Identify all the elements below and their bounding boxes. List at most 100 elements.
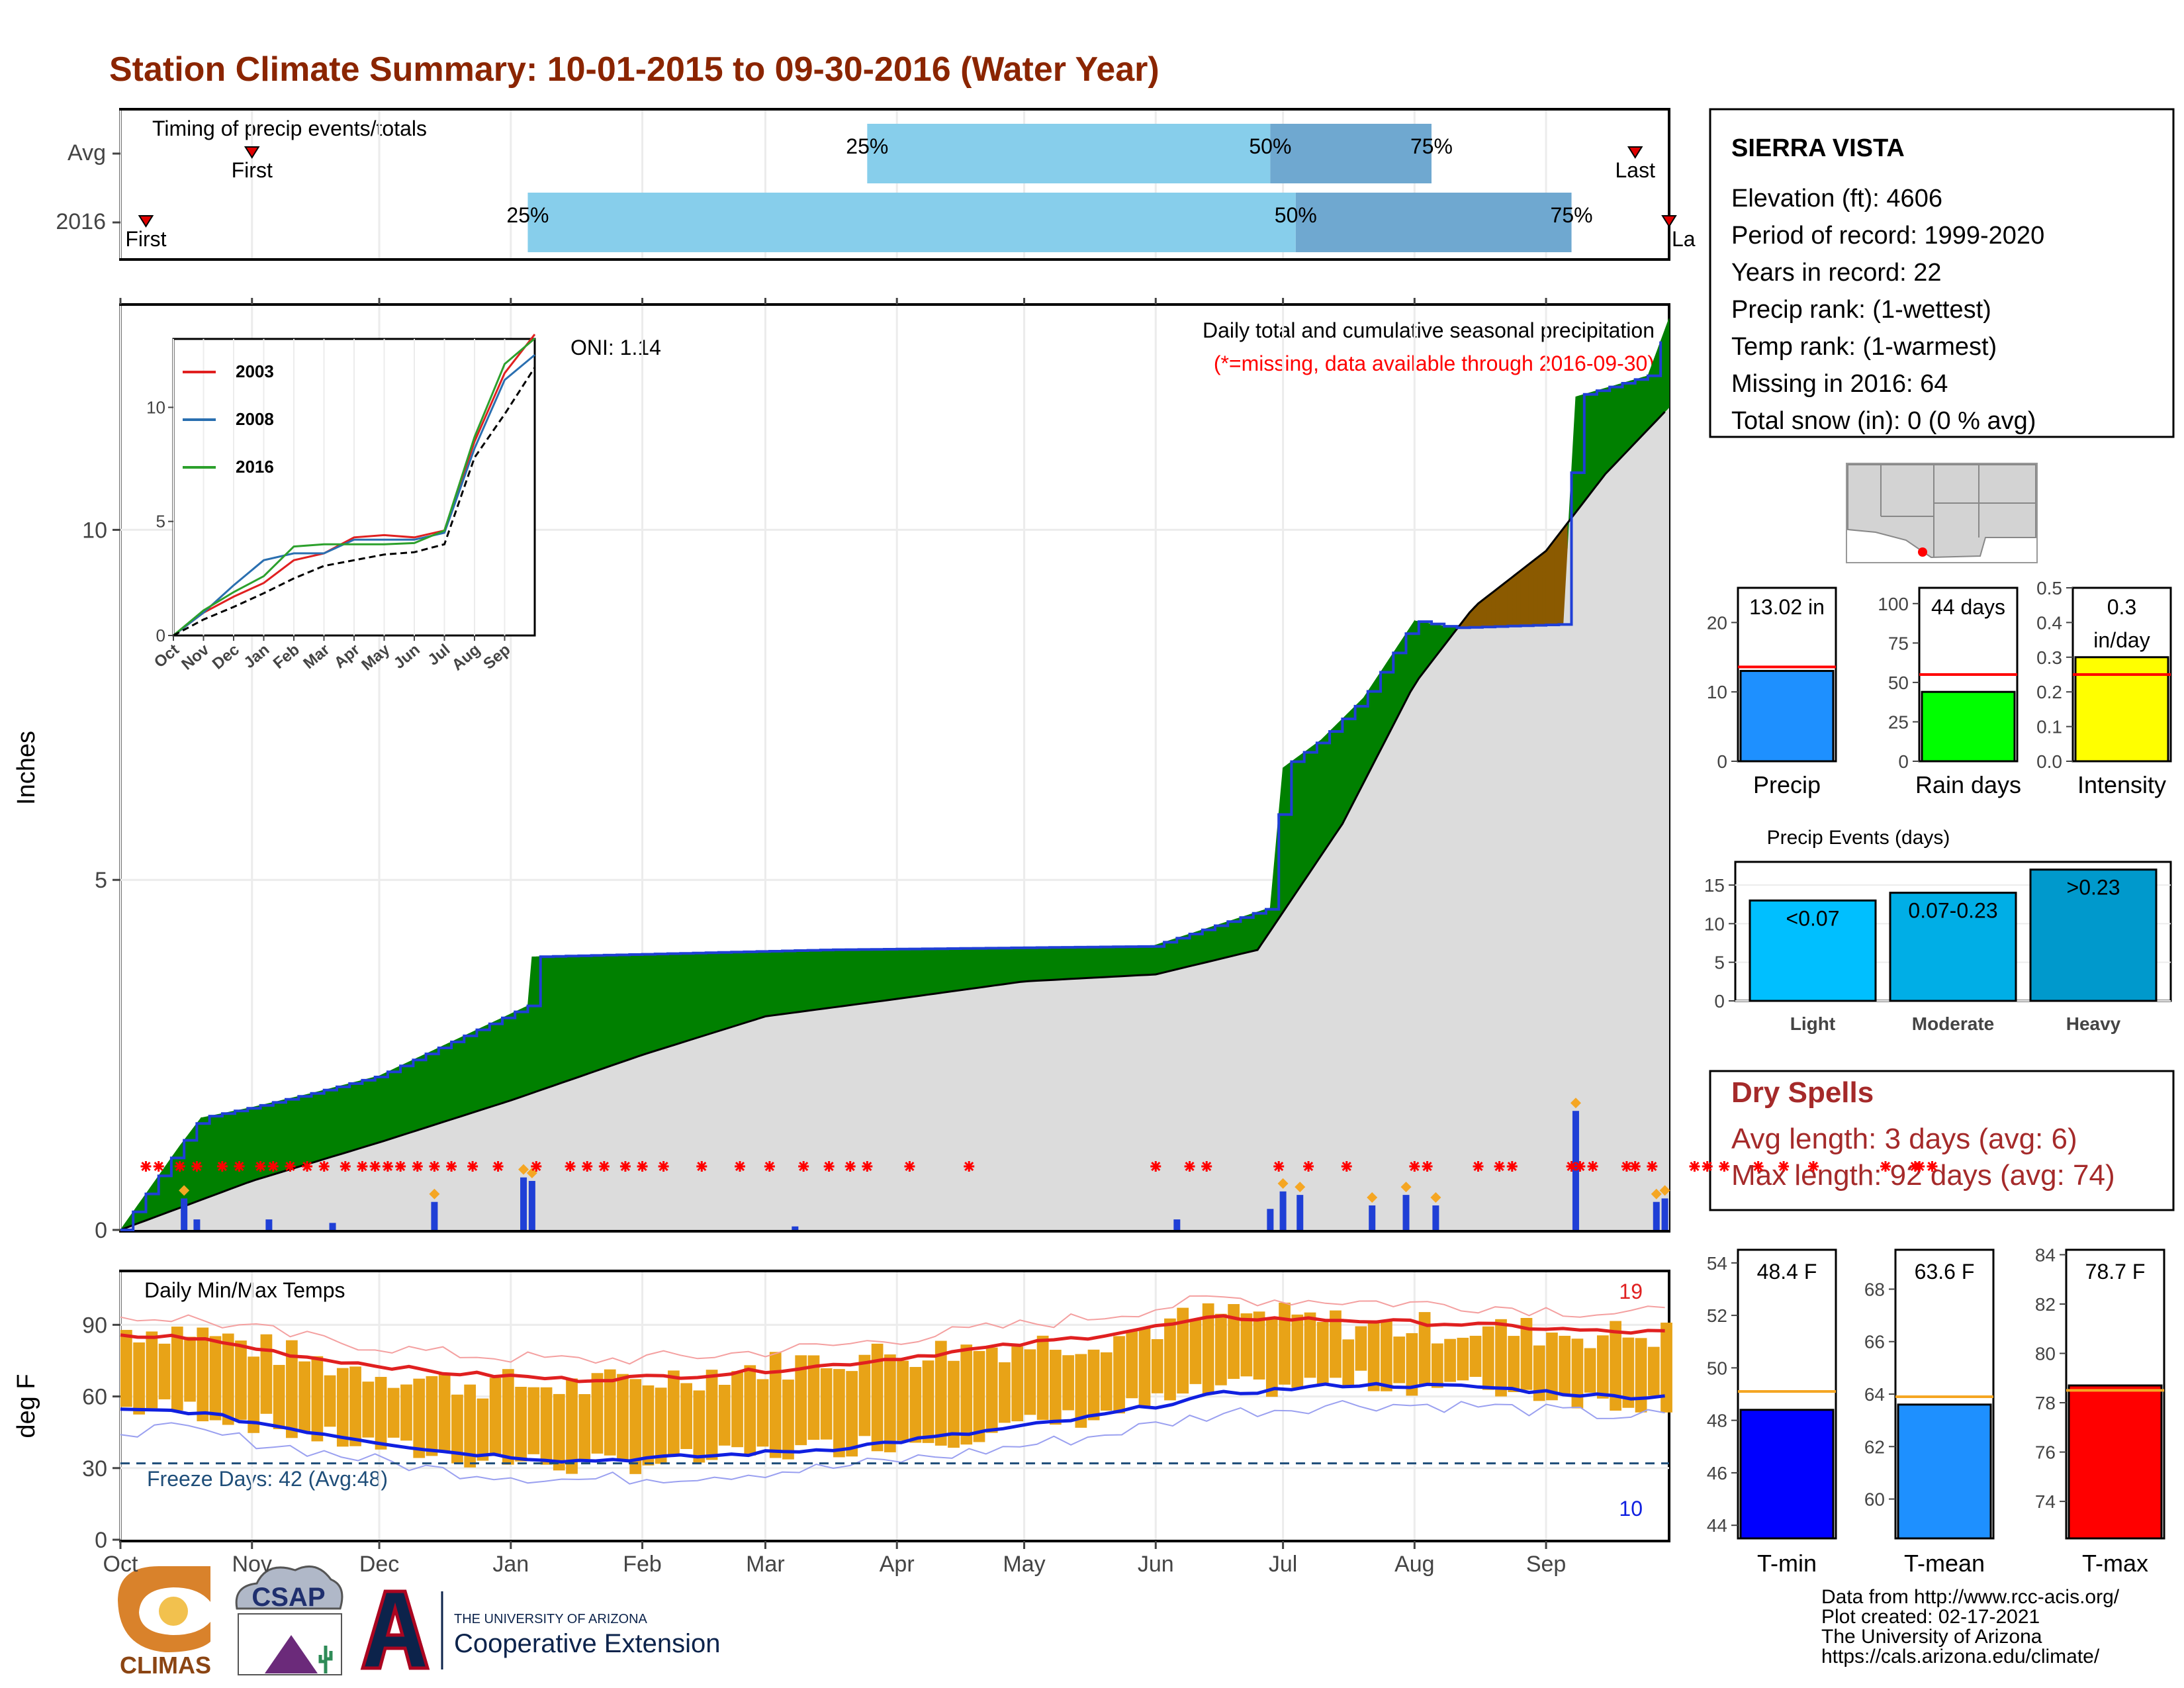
events-box: Precip Events (days) bbox=[1767, 827, 1950, 849]
daily-temp-bar bbox=[1469, 1335, 1482, 1377]
station-info-box: SIERRA VISTA Elevation (ft): 4606 Period… bbox=[1709, 108, 2175, 438]
temp-summary-value: 78.7 F bbox=[2085, 1260, 2146, 1284]
missing-data-icon bbox=[823, 1161, 835, 1172]
station-line: Precip rank: (1-wettest) bbox=[1731, 296, 1991, 324]
missing-data-icon bbox=[153, 1161, 164, 1172]
precip-ytick-label: 10 bbox=[82, 518, 107, 543]
summary-bar bbox=[2074, 656, 2169, 763]
daily-temp-bar bbox=[451, 1394, 463, 1464]
summary-bars: 13.02 in 0 10 20 Precip 44 days 0 25 50 75 100 Rain… bbox=[1707, 578, 2172, 798]
observed-cumulative-line bbox=[120, 341, 1662, 1231]
inset-chart: 2003200820160510OctNovDecJanFebMarAprMay… bbox=[146, 334, 536, 675]
station-line: Total snow (in): 0 (0 % avg) bbox=[1731, 407, 2036, 435]
daily-temp-bar bbox=[146, 1331, 158, 1409]
daily-temp-bar bbox=[668, 1370, 680, 1455]
daily-temp-bar bbox=[1381, 1320, 1392, 1391]
missing-data-icon bbox=[582, 1161, 593, 1172]
daily-precip-bar bbox=[265, 1219, 273, 1230]
daily-precip-bar bbox=[792, 1226, 799, 1230]
daily-temp-bar bbox=[578, 1394, 591, 1460]
missing-data-icon bbox=[1647, 1161, 1658, 1172]
missing-data-icon bbox=[1914, 1161, 1925, 1172]
daily-temp-bar bbox=[604, 1369, 616, 1456]
missing-data-icon bbox=[764, 1161, 775, 1172]
daily-temp-bar bbox=[413, 1378, 426, 1458]
missing-data-icon bbox=[1587, 1161, 1598, 1172]
missing-data-icon bbox=[340, 1161, 351, 1172]
missing-data-icon bbox=[467, 1161, 478, 1172]
timing-row-2016: 2016 bbox=[56, 209, 106, 234]
missing-note: (*=missing, data available through 2016-… bbox=[1214, 352, 1655, 375]
daily-precip-bar bbox=[1661, 1198, 1668, 1230]
missing-data-icon bbox=[1341, 1161, 1352, 1172]
daily-temp-bar bbox=[1406, 1333, 1418, 1396]
summary-ytick-label: 50 bbox=[1888, 673, 1909, 693]
temp-ytick-label: 90 bbox=[82, 1313, 107, 1338]
daily-precip-bar bbox=[1653, 1201, 1660, 1230]
locator-map bbox=[1846, 463, 2038, 563]
credits: Data from http://www.rcc-acis.org/ Plot … bbox=[1821, 1586, 2120, 1667]
daily-temp-bar bbox=[362, 1382, 375, 1438]
daily-temp-bar bbox=[985, 1347, 998, 1433]
daily-temp-bar bbox=[171, 1327, 183, 1411]
daily-temp-bar bbox=[1342, 1339, 1355, 1386]
daily-temp-bar bbox=[642, 1385, 655, 1466]
temp-ytick-label: 60 bbox=[82, 1385, 107, 1410]
daily-temp-bar bbox=[1584, 1348, 1596, 1393]
first-marker-icon bbox=[138, 215, 154, 228]
daily-precip-bar bbox=[528, 1180, 535, 1230]
daily-temp-bar bbox=[1355, 1326, 1367, 1371]
station-line: Temp rank: (1-warmest) bbox=[1731, 333, 1997, 361]
daily-precip-bar bbox=[431, 1201, 438, 1230]
climas-sun-icon bbox=[159, 1597, 188, 1626]
daily-temp-bar bbox=[1330, 1310, 1342, 1378]
inset-legend-label: 2008 bbox=[236, 409, 274, 429]
daily-temp-bar bbox=[756, 1379, 769, 1447]
timing-bar-q1 bbox=[527, 193, 1296, 252]
record-marker-icon bbox=[1659, 1185, 1670, 1196]
dry-max: Max length: 92 days (avg: 74) bbox=[1731, 1159, 2115, 1192]
missing-data-icon bbox=[492, 1161, 504, 1172]
daily-temp-bar bbox=[1418, 1312, 1431, 1385]
daily-temp-bar bbox=[209, 1336, 222, 1421]
daily-temp-bar bbox=[133, 1342, 145, 1415]
summary-label: Rain days bbox=[1915, 771, 2021, 798]
dry-avg: Avg length: 3 days (avg: 6) bbox=[1731, 1123, 2077, 1155]
missing-data-icon bbox=[1473, 1161, 1484, 1172]
summary-ytick-label: 75 bbox=[1888, 633, 1909, 653]
station-name: SIERRA VISTA bbox=[1731, 134, 1905, 162]
events-bar bbox=[2029, 868, 2158, 1002]
uofa-extension: Cooperative Extension bbox=[454, 1629, 720, 1658]
summary-bar bbox=[1921, 690, 2016, 763]
missing-data-icon bbox=[1566, 1161, 1577, 1172]
daily-temp-bar bbox=[311, 1356, 324, 1442]
daily-precip-bar bbox=[1267, 1209, 1274, 1230]
daily-temp-bar bbox=[1138, 1328, 1151, 1407]
map-land bbox=[1847, 464, 2036, 559]
temp-summary-ytick-label: 84 bbox=[2035, 1244, 2056, 1265]
events-bar bbox=[1749, 899, 1877, 1002]
daily-temp-bar bbox=[1647, 1346, 1660, 1396]
avg-min-line bbox=[120, 1382, 1665, 1464]
timing-p75-label: 75% bbox=[1410, 134, 1453, 158]
timing-label: Timing of precip events/totals bbox=[152, 117, 427, 140]
record-marker-icon bbox=[1651, 1188, 1662, 1199]
month-label: Oct bbox=[103, 1552, 138, 1577]
temp-ytick-label: 0 bbox=[95, 1528, 107, 1553]
daily-temp-bar bbox=[400, 1384, 412, 1441]
temp-label: Daily Min/Max Temps bbox=[144, 1278, 345, 1302]
missing-data-icon bbox=[1629, 1161, 1641, 1172]
daily-temp-bar bbox=[744, 1365, 756, 1456]
uofa-a-icon bbox=[360, 1589, 430, 1670]
temp-summary-ytick-label: 60 bbox=[1864, 1489, 1885, 1510]
missing-data-icon bbox=[1494, 1161, 1505, 1172]
daily-temp-bar bbox=[820, 1368, 833, 1440]
temp-summary-value: 48.4 F bbox=[1757, 1260, 1817, 1284]
dry-title: Dry Spells bbox=[1731, 1076, 1874, 1109]
missing-data-icon bbox=[844, 1161, 856, 1172]
daily-temp-bar bbox=[336, 1368, 349, 1447]
daily-temp-bar bbox=[426, 1376, 438, 1456]
credit-line: Plot created: 02-17-2021 bbox=[1821, 1606, 2040, 1628]
temp-summary-ytick-label: 78 bbox=[2035, 1393, 2056, 1413]
missing-data-icon bbox=[696, 1161, 707, 1172]
